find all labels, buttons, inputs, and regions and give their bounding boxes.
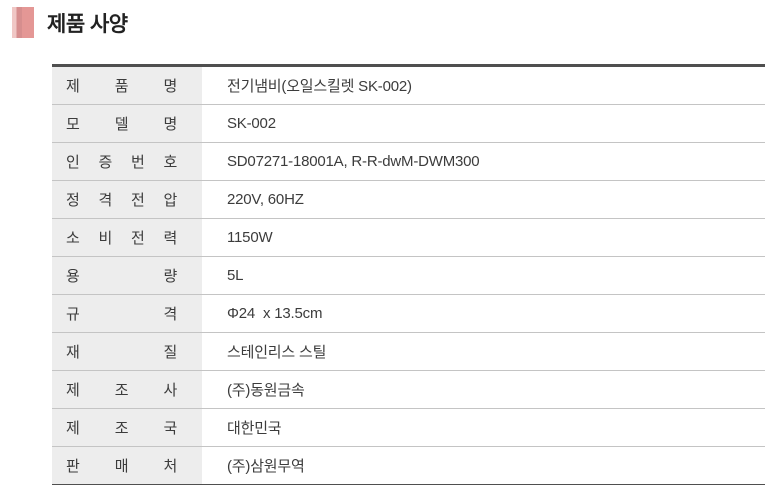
spec-label-char: 비 bbox=[98, 230, 112, 247]
spec-label-char: 증 bbox=[98, 154, 112, 171]
spec-row: 규 격 Φ24 x 13.5cm bbox=[52, 295, 765, 333]
spec-value: 5L bbox=[227, 267, 244, 284]
spec-table: 제 품 명 전기냄비(오일스킬렛 SK-002) 모 델 명 SK-002 인 증 번 호 SD0727… bbox=[52, 64, 765, 485]
section-title: 제품 사양 bbox=[47, 12, 128, 36]
spec-row: 판 매 처 (주)삼원무역 bbox=[52, 447, 765, 484]
spec-label-char: 델 bbox=[114, 116, 129, 133]
spec-label-char: 처 bbox=[163, 458, 177, 475]
spec-label-char: 제 bbox=[66, 420, 80, 437]
spec-value: 전기냄비(오일스킬렛 SK-002) bbox=[227, 78, 412, 95]
spec-value: Φ24 x 13.5cm bbox=[227, 305, 323, 322]
spec-label-char: 격 bbox=[163, 306, 177, 323]
spec-label-char: 판 bbox=[66, 458, 80, 475]
spec-row: 모 델 명 SK-002 bbox=[52, 105, 765, 143]
spec-value: 대한민국 bbox=[227, 420, 282, 437]
spec-label-char: 소 bbox=[66, 230, 80, 247]
spec-value: SK-002 bbox=[227, 115, 276, 132]
spec-label-char: 정 bbox=[66, 192, 80, 209]
spec-label-char: 명 bbox=[163, 116, 177, 133]
spec-value: (주)삼원무역 bbox=[227, 458, 305, 475]
spec-row: 용 량 5L bbox=[52, 257, 765, 295]
spec-row: 제 조 국 대한민국 bbox=[52, 409, 765, 447]
spec-label-char: 규 bbox=[66, 306, 80, 323]
spec-row: 정 격 전 압 220V, 60HZ bbox=[52, 181, 765, 219]
spec-label-char: 제 bbox=[66, 382, 80, 399]
spec-value: 1150W bbox=[227, 229, 273, 246]
spec-row: 재 질 스테인리스 스틸 bbox=[52, 333, 765, 371]
spec-label-char: 국 bbox=[163, 420, 177, 437]
spec-label-char: 제 bbox=[66, 78, 80, 95]
spec-label-char: 인 bbox=[66, 154, 80, 171]
spec-row: 소 비 전 력 1150W bbox=[52, 219, 765, 257]
spec-label-char: 매 bbox=[114, 458, 129, 475]
spec-row: 제 조 사 (주)동원금속 bbox=[52, 371, 765, 409]
section-header: 제품 사양 bbox=[12, 7, 128, 38]
spec-label-char: 압 bbox=[163, 192, 177, 209]
spec-label-char: 사 bbox=[163, 382, 177, 399]
spec-value: SD07271-18001A, R-R-dwM-DWM300 bbox=[227, 153, 480, 170]
spec-value: (주)동원금속 bbox=[227, 382, 305, 399]
spec-label-char: 조 bbox=[114, 420, 129, 437]
spec-label-char: 전 bbox=[130, 230, 145, 247]
spec-label-char: 용 bbox=[66, 268, 80, 285]
spec-label-char: 모 bbox=[66, 116, 80, 133]
spec-label-char: 명 bbox=[163, 78, 177, 95]
spec-value: 220V, 60HZ bbox=[227, 191, 304, 208]
title-accent-bar-icon bbox=[12, 7, 34, 38]
spec-label-char: 호 bbox=[163, 154, 177, 171]
spec-label-char: 전 bbox=[130, 192, 145, 209]
spec-label-char: 질 bbox=[163, 344, 177, 361]
spec-row: 인 증 번 호 SD07271-18001A, R-R-dwM-DWM300 bbox=[52, 143, 765, 181]
spec-row: 제 품 명 전기냄비(오일스킬렛 SK-002) bbox=[52, 67, 765, 105]
spec-label-char: 격 bbox=[98, 192, 112, 209]
spec-label-char: 력 bbox=[163, 230, 177, 247]
spec-label-char: 품 bbox=[114, 78, 129, 95]
spec-label-char: 번 bbox=[130, 154, 145, 171]
spec-label-char: 조 bbox=[114, 382, 129, 399]
spec-value: 스테인리스 스틸 bbox=[227, 344, 327, 361]
spec-label-char: 량 bbox=[163, 268, 177, 285]
spec-label-char: 재 bbox=[66, 344, 80, 361]
